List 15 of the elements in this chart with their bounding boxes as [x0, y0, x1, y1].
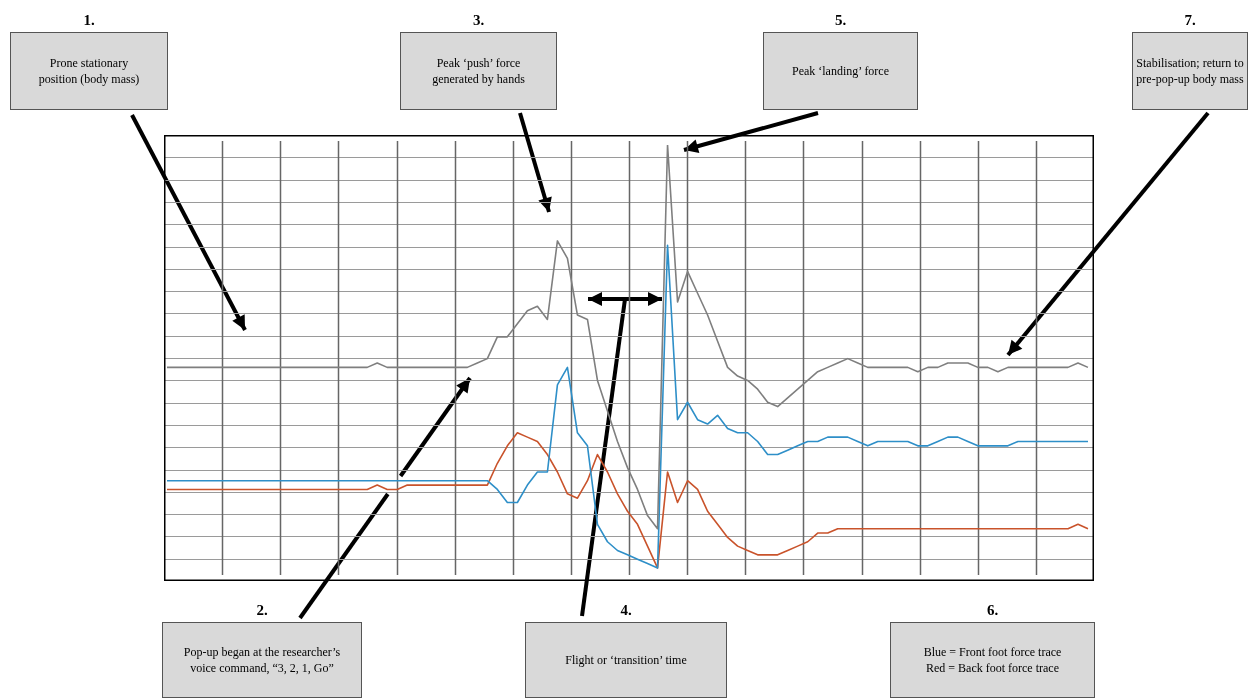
text: Peak ‘landing’ force [790, 63, 891, 79]
text: 6. [985, 602, 1000, 619]
text: 3. [471, 12, 486, 29]
text: Peak ‘push’ force generated by hands [431, 55, 526, 87]
text: 5. [833, 12, 848, 29]
text: Blue = Front foot force trace [922, 644, 1063, 660]
text: 1. [82, 12, 96, 29]
text: Stabilisation; return to pre-pop-up body mass [1135, 55, 1245, 87]
text: Prone stationary position (body mass) [37, 55, 141, 87]
text: Flight or ‘transition’ time [564, 652, 688, 668]
text: 2. [255, 602, 269, 619]
text: Pop-up began at the researcher’s voice command, “3, 2, 1, Go” [182, 644, 342, 676]
text: 4. [619, 602, 633, 619]
text: Red = Back foot force trace [924, 660, 1060, 676]
text: 7. [1183, 12, 1197, 29]
